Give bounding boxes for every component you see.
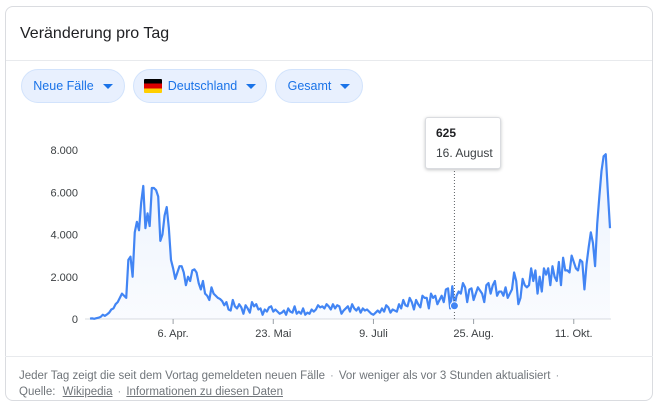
metric-filter-label: Neue Fälle	[33, 79, 94, 93]
y-tick-label: 8.000	[50, 145, 78, 157]
metric-filter-chip[interactable]: Neue Fälle	[21, 69, 125, 103]
x-tick-label: 6. Apr.	[158, 328, 189, 340]
footer-separator: ·	[330, 370, 334, 382]
data-info-link[interactable]: Informationen zu diesen Daten	[126, 386, 283, 398]
x-tick-label: 25. Aug.	[453, 328, 493, 340]
tooltip-date: 16. August	[436, 146, 493, 160]
caret-down-icon	[246, 83, 257, 89]
cases-area-fill	[90, 154, 610, 319]
footer-source-line: Quelle: Wikipedia · Informationen zu diese…	[19, 386, 283, 398]
chart-tooltip: 625 16. August	[425, 117, 501, 169]
scope-filter-label: Gesamt	[287, 79, 332, 93]
x-tick-label: 23. Mai	[255, 328, 291, 340]
footer-description: Jeder Tag zeigt die seit dem Vortag geme…	[19, 370, 326, 382]
card-header: Veränderung pro Tag	[6, 7, 652, 61]
x-tick-label: 11. Okt.	[555, 328, 593, 340]
card-title: Veränderung pro Tag	[20, 25, 170, 42]
caret-down-icon	[102, 83, 113, 89]
card-footer: Jeder Tag zeigt die seit dem Vortag geme…	[5, 356, 653, 398]
footer-separator: ·	[117, 386, 122, 398]
footer-source-label: Quelle:	[19, 386, 56, 398]
y-tick-label: 6.000	[50, 187, 78, 199]
hover-point	[449, 301, 459, 311]
y-tick-label: 4.000	[50, 230, 78, 242]
tooltip-value: 625	[436, 126, 457, 140]
x-tick-label: 9. Juli	[359, 328, 388, 340]
footer-separator: ·	[555, 370, 560, 382]
caret-down-icon	[340, 83, 351, 89]
card-overlay: Jeder Tag zeigt die seit dem Vortag geme…	[5, 6, 653, 401]
wikipedia-source-link[interactable]: Wikipedia	[62, 386, 113, 398]
footer-updated: Vor weniger als vor 3 Stunden aktualisie…	[338, 370, 551, 382]
footer-description-line: Jeder Tag zeigt die seit dem Vortag geme…	[19, 370, 564, 382]
y-tick-label: 0	[72, 314, 78, 326]
country-filter-label: Deutschland	[167, 79, 238, 93]
cases-line	[89, 153, 612, 320]
scope-filter-chip[interactable]: Gesamt	[275, 69, 363, 103]
country-filter-chip[interactable]: Deutschland	[133, 69, 267, 103]
germany-flag-icon	[143, 79, 162, 93]
y-tick-label: 2.000	[50, 272, 78, 284]
